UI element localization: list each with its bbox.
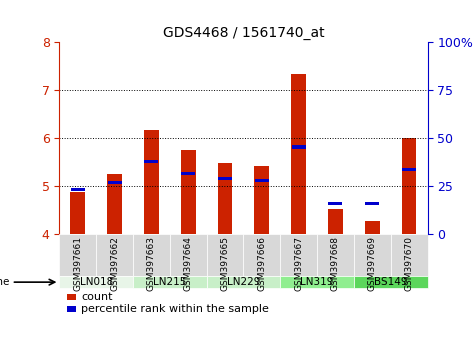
Bar	[402, 168, 416, 171]
Bar	[181, 150, 196, 234]
Bar	[255, 166, 269, 234]
Bar	[207, 234, 243, 276]
Text: cell line: cell line	[0, 277, 10, 287]
Bar	[329, 202, 342, 205]
Bar	[291, 74, 306, 234]
Bar	[144, 160, 158, 163]
Bar	[70, 192, 85, 234]
Text: percentile rank within the sample: percentile rank within the sample	[82, 304, 269, 314]
Text: GSM397663: GSM397663	[147, 236, 156, 291]
Text: LN215: LN215	[153, 277, 187, 287]
Text: BS149: BS149	[374, 277, 408, 287]
Bar	[402, 138, 417, 234]
Bar	[365, 202, 379, 205]
Bar	[354, 234, 390, 276]
Text: count: count	[82, 292, 113, 302]
Text: GSM397669: GSM397669	[368, 236, 377, 291]
Text: GSM397665: GSM397665	[220, 236, 229, 291]
Text: GSM397666: GSM397666	[257, 236, 266, 291]
Bar	[144, 130, 159, 234]
Bar	[71, 188, 85, 192]
Text: GSM397664: GSM397664	[184, 236, 193, 291]
Bar	[181, 172, 195, 175]
Bar	[66, 293, 76, 300]
Bar	[280, 234, 317, 276]
Bar	[218, 164, 232, 234]
Bar	[328, 210, 343, 234]
Title: GDS4468 / 1561740_at: GDS4468 / 1561740_at	[162, 26, 324, 40]
Text: GSM397662: GSM397662	[110, 236, 119, 291]
Bar	[243, 234, 280, 276]
Bar	[292, 145, 305, 149]
Bar	[170, 234, 207, 276]
Bar	[59, 276, 133, 288]
Bar	[133, 234, 170, 276]
Bar	[133, 276, 207, 288]
Text: LN229: LN229	[227, 277, 260, 287]
Text: GSM397667: GSM397667	[294, 236, 303, 291]
Bar	[218, 177, 232, 180]
Text: GSM397661: GSM397661	[73, 236, 82, 291]
Bar	[107, 175, 122, 234]
Bar	[255, 179, 269, 182]
Bar	[96, 234, 133, 276]
Bar	[317, 234, 354, 276]
Bar	[59, 234, 96, 276]
Bar	[354, 276, 428, 288]
Text: GSM397670: GSM397670	[405, 236, 414, 291]
Text: GSM397668: GSM397668	[331, 236, 340, 291]
Text: LN018: LN018	[80, 277, 113, 287]
Bar	[66, 306, 76, 312]
Bar	[280, 276, 354, 288]
Text: LN319: LN319	[300, 277, 334, 287]
Bar	[207, 276, 280, 288]
Bar	[365, 221, 380, 234]
Bar	[390, 234, 428, 276]
Bar	[108, 181, 122, 184]
